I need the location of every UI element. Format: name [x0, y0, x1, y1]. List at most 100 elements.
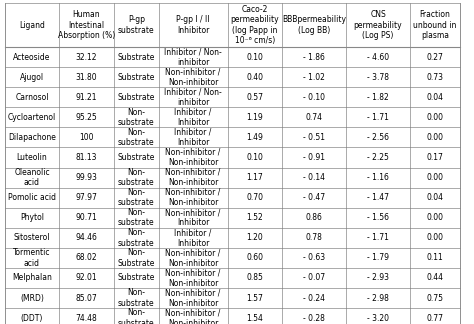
Text: 0.85: 0.85	[246, 273, 263, 283]
Text: 1.17: 1.17	[246, 173, 263, 182]
Text: 0.73: 0.73	[427, 73, 443, 82]
Text: (DDT): (DDT)	[21, 314, 43, 323]
Text: 0.04: 0.04	[427, 193, 443, 202]
Text: Substrate: Substrate	[118, 93, 155, 102]
Text: Pomolic acid: Pomolic acid	[8, 193, 56, 202]
Text: P-gp I / II
Inhibitor: P-gp I / II Inhibitor	[176, 16, 210, 35]
Text: 31.80: 31.80	[76, 73, 97, 82]
Text: - 0.63: - 0.63	[303, 253, 325, 262]
Text: Non-inhibitor /
Non-inhibitor: Non-inhibitor / Non-inhibitor	[165, 188, 221, 207]
Text: - 0.28: - 0.28	[303, 314, 325, 323]
Text: 81.13: 81.13	[76, 153, 97, 162]
Text: Non-inhibitor /
Non-inhibitor: Non-inhibitor / Non-inhibitor	[165, 288, 221, 308]
Text: 0.00: 0.00	[427, 113, 443, 122]
Text: 0.27: 0.27	[427, 52, 443, 62]
Text: - 4.60: - 4.60	[367, 52, 389, 62]
Text: 1.54: 1.54	[246, 314, 263, 323]
Text: 94.46: 94.46	[75, 233, 98, 242]
Text: 0.75: 0.75	[427, 294, 443, 303]
Text: - 1.16: - 1.16	[367, 173, 389, 182]
Text: Non-
substrate: Non- substrate	[118, 228, 155, 248]
Text: - 1.02: - 1.02	[303, 73, 325, 82]
Text: Phytol: Phytol	[20, 213, 44, 222]
Text: - 0.10: - 0.10	[303, 93, 325, 102]
Text: 91.21: 91.21	[76, 93, 97, 102]
Text: 0.44: 0.44	[427, 273, 443, 283]
Text: 0.70: 0.70	[246, 193, 263, 202]
Text: Non-
substrate: Non- substrate	[118, 128, 155, 147]
Text: Ajugol: Ajugol	[20, 73, 44, 82]
Text: BBBpermeability
(Log BB): BBBpermeability (Log BB)	[282, 16, 346, 35]
Text: 0.77: 0.77	[427, 314, 443, 323]
Text: Non-inhibitor /
Non-inhibitor: Non-inhibitor / Non-inhibitor	[165, 268, 221, 288]
Text: Sitosterol: Sitosterol	[14, 233, 50, 242]
Text: 0.10: 0.10	[246, 153, 263, 162]
Text: CNS
permeability
(Log PS): CNS permeability (Log PS)	[354, 10, 402, 40]
Text: 1.19: 1.19	[246, 113, 263, 122]
Text: - 2.56: - 2.56	[367, 133, 389, 142]
Text: 0.10: 0.10	[246, 52, 263, 62]
Text: 95.25: 95.25	[76, 113, 97, 122]
Text: Substrate: Substrate	[118, 73, 155, 82]
Text: Substrate: Substrate	[118, 273, 155, 283]
Text: - 3.78: - 3.78	[367, 73, 389, 82]
Text: Non-inhibitor /
Non-inhibitor: Non-inhibitor / Non-inhibitor	[165, 168, 221, 187]
Text: 0.57: 0.57	[246, 93, 263, 102]
Text: Tormentic
acid: Tormentic acid	[13, 248, 51, 268]
Text: Luteolin: Luteolin	[17, 153, 47, 162]
Text: - 3.20: - 3.20	[367, 314, 389, 323]
Text: Non-
Substrate: Non- Substrate	[118, 248, 155, 268]
Text: 0.17: 0.17	[427, 153, 443, 162]
Text: - 1.79: - 1.79	[367, 253, 389, 262]
Text: - 0.14: - 0.14	[303, 173, 325, 182]
Text: Caco-2
permeability
(log Papp in
10⁻⁶ cm/s): Caco-2 permeability (log Papp in 10⁻⁶ cm…	[230, 5, 279, 45]
Text: 74.48: 74.48	[76, 314, 97, 323]
Text: Melphalan: Melphalan	[12, 273, 52, 283]
Text: Non-inhibitor /
Non-inhibitor: Non-inhibitor / Non-inhibitor	[165, 248, 221, 268]
Text: 1.57: 1.57	[246, 294, 263, 303]
Text: - 1.71: - 1.71	[367, 233, 389, 242]
Text: Substrate: Substrate	[118, 153, 155, 162]
Text: Non-inhibitor /
Non-inhibitor: Non-inhibitor / Non-inhibitor	[165, 67, 221, 87]
Text: 1.52: 1.52	[246, 213, 263, 222]
Text: Inhibitor /
Inhibitor: Inhibitor / Inhibitor	[174, 108, 212, 127]
Text: - 1.71: - 1.71	[367, 113, 389, 122]
Text: (MRD): (MRD)	[20, 294, 44, 303]
Text: 1.20: 1.20	[246, 233, 263, 242]
Text: - 0.51: - 0.51	[303, 133, 325, 142]
Text: 0.00: 0.00	[427, 213, 443, 222]
Text: 32.12: 32.12	[76, 52, 97, 62]
Text: - 2.98: - 2.98	[367, 294, 389, 303]
Text: 97.97: 97.97	[75, 193, 98, 202]
Text: Non-inhibitor /
Non-inhibitor: Non-inhibitor / Non-inhibitor	[165, 308, 221, 324]
Text: Non-
substrate: Non- substrate	[118, 208, 155, 227]
Text: - 0.24: - 0.24	[303, 294, 325, 303]
Text: 0.60: 0.60	[246, 253, 263, 262]
Text: - 1.56: - 1.56	[367, 213, 389, 222]
Text: - 0.07: - 0.07	[303, 273, 325, 283]
Text: Acteoside: Acteoside	[13, 52, 51, 62]
Text: P-gp
substrate: P-gp substrate	[118, 16, 155, 35]
Text: Non-inhibitor /
Non-inhibitor: Non-inhibitor / Non-inhibitor	[165, 148, 221, 167]
Text: Substrate: Substrate	[118, 52, 155, 62]
Text: 68.02: 68.02	[76, 253, 97, 262]
Text: - 1.82: - 1.82	[367, 93, 389, 102]
Text: Fraction
unbound in
plasma: Fraction unbound in plasma	[413, 10, 456, 40]
Text: 99.93: 99.93	[75, 173, 98, 182]
Text: 0.04: 0.04	[427, 93, 443, 102]
Text: 90.71: 90.71	[76, 213, 97, 222]
Text: - 1.86: - 1.86	[303, 52, 325, 62]
Text: Inhibitor /
Inhibitor: Inhibitor / Inhibitor	[174, 128, 212, 147]
Text: Non-
substrate: Non- substrate	[118, 108, 155, 127]
Text: Oleanolic
acid: Oleanolic acid	[14, 168, 50, 187]
Text: 0.00: 0.00	[427, 233, 443, 242]
Text: 0.86: 0.86	[306, 213, 322, 222]
Text: Dilapachone: Dilapachone	[8, 133, 56, 142]
Text: Carnosol: Carnosol	[15, 93, 49, 102]
Text: - 1.47: - 1.47	[367, 193, 389, 202]
Text: Non-
substrate: Non- substrate	[118, 168, 155, 187]
Text: Non-
substrate: Non- substrate	[118, 288, 155, 308]
Text: Non-inhibitor /
Inhibitor: Non-inhibitor / Inhibitor	[165, 208, 221, 227]
Text: - 0.47: - 0.47	[303, 193, 325, 202]
Text: - 0.91: - 0.91	[303, 153, 325, 162]
